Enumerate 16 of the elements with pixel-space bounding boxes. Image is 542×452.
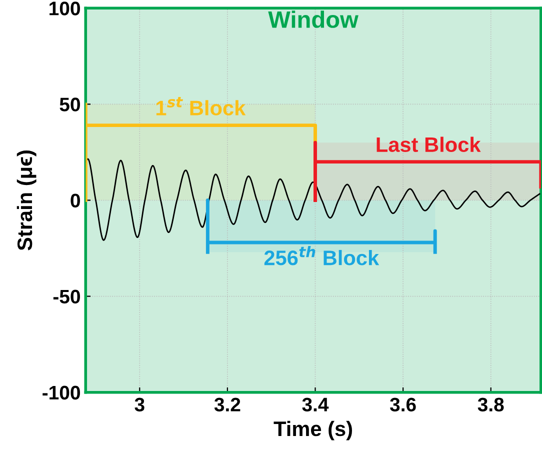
x-tick-label: 3.2 [214,398,240,412]
band-label: 256$^{th}$ Block [264,246,380,266]
y-axis-title: Strain (μϵ) [16,150,36,250]
y-tick-label: -50 [53,290,80,304]
x-tick-label: 3 [134,398,144,412]
x-tick-label: 3.4 [302,398,329,412]
x-tick-label: 3.6 [390,398,416,412]
y-tick-label: 0 [70,194,80,208]
band-label: Window [268,10,358,28]
band-label: 1$^{st}$ Block [156,97,246,116]
y-tick-label: 100 [50,2,80,16]
x-tick-label: 3.8 [478,398,504,412]
band-label: Last Block [376,136,481,152]
y-tick-label: -100 [42,386,80,400]
x-axis-title: Time (s) [274,420,352,440]
y-tick-label: 50 [60,98,80,112]
